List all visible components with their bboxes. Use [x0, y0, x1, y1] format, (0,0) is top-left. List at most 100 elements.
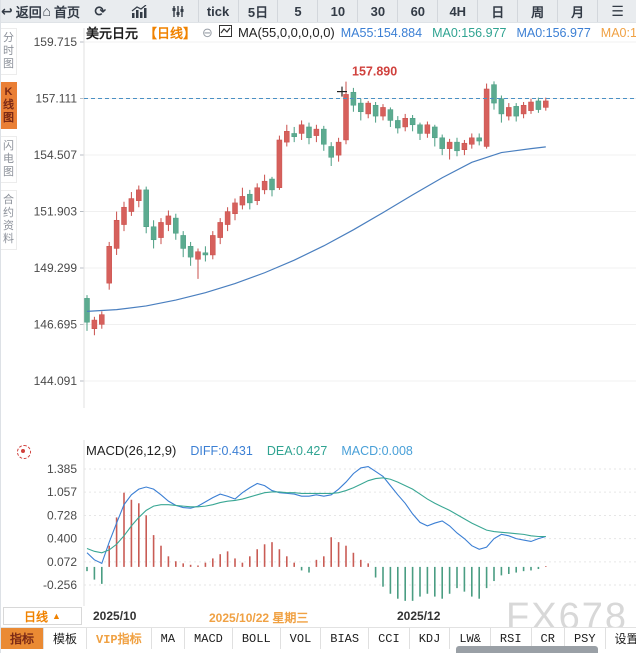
- svg-text:-0.256: -0.256: [43, 578, 77, 592]
- refresh-icon: ⟳: [94, 3, 107, 19]
- interval-60-label: 60: [410, 3, 426, 19]
- back-icon: ↩: [1, 3, 13, 19]
- interval-30-label: 30: [370, 3, 386, 19]
- svg-text:0.400: 0.400: [47, 532, 77, 546]
- tab-模板[interactable]: 模板: [44, 628, 88, 649]
- time-axis: 日线 ▲ 2025/10 2025/10/22 星期三 2025/12: [1, 607, 636, 627]
- ma-settings-label: MA(55,0,0,0,0,0): [237, 25, 335, 40]
- ma-value-1: MA0:156.977: [432, 25, 507, 40]
- interval-day[interactable]: 日: [477, 0, 517, 22]
- interval-month-label: 月: [571, 4, 585, 20]
- period-selector[interactable]: 日线 ▲: [3, 607, 82, 625]
- interval-5[interactable]: 5: [277, 0, 317, 22]
- ma-values: MA55:154.884 MA0:156.977 MA0:156.977 MA0:15…: [341, 26, 636, 40]
- tab-RSI[interactable]: RSI: [491, 628, 532, 649]
- selected-date-label: 2025/10/22 星期三: [209, 611, 309, 625]
- collapse-panel-handle[interactable]: [456, 646, 598, 653]
- interval-month[interactable]: 月: [557, 0, 597, 22]
- svg-text:1.057: 1.057: [47, 485, 77, 499]
- home-icon: ⌂: [42, 3, 51, 19]
- indicator-toolbar: 指标 模板 VIP指标 MA MACD BOLL VOL BIAS CCI KDJ LW& RSI CR…: [1, 627, 636, 649]
- ma55-line: [86, 146, 546, 312]
- svg-text:0.072: 0.072: [47, 555, 77, 569]
- interval-30[interactable]: 30: [357, 0, 397, 22]
- tab-KDJ[interactable]: KDJ: [410, 628, 451, 649]
- zoom-out-icon[interactable]: ⊖: [202, 24, 213, 40]
- ma-value-2: MA0:156.977: [516, 25, 591, 40]
- tab-MACD[interactable]: MACD: [185, 628, 233, 649]
- sidebar-item-闪电图[interactable]: 闪电图: [1, 136, 17, 183]
- svg-text:146.695: 146.695: [34, 318, 78, 332]
- ma-value-0: MA55:154.884: [340, 25, 423, 40]
- chart-header: 美元日元 【日线】 ⊖ MA(55,0,0,0,0,0) MA55:154.884…: [86, 24, 636, 42]
- interval-4h-label: 4H: [449, 3, 467, 19]
- interval-day-label: 日: [491, 4, 505, 20]
- interval-5-label: 5: [294, 3, 302, 19]
- period-tag: 【日线】: [144, 26, 197, 41]
- menu-icon: ☰: [611, 3, 624, 19]
- chevron-up-icon: ▲: [52, 611, 61, 621]
- macd-header: MACD(26,12,9) DIFF:0.431 DEA:0.427 MACD:…: [86, 443, 413, 458]
- svg-text:1.385: 1.385: [47, 462, 77, 476]
- svg-text:151.903: 151.903: [34, 205, 78, 219]
- macd-title: MACD(26,12,9): [86, 443, 177, 458]
- interval-tick-label: tick: [206, 3, 230, 19]
- interval-4h[interactable]: 4H: [437, 0, 477, 22]
- svg-text:159.715: 159.715: [34, 35, 78, 49]
- tab-BOLL[interactable]: BOLL: [233, 628, 281, 649]
- line-chart-icon[interactable]: [218, 25, 232, 40]
- interval-60[interactable]: 60: [397, 0, 437, 22]
- chart-type-button[interactable]: [120, 0, 159, 22]
- sidebar-item-合约资料[interactable]: 合约资料: [1, 190, 17, 250]
- chart-type-sidebar: 分时图 K线图闪电图合约资料: [1, 28, 18, 257]
- period-selector-label: 日线: [24, 609, 49, 624]
- macd-diff-value: DIFF:0.431: [190, 443, 253, 458]
- tab-VOL[interactable]: VOL: [281, 628, 322, 649]
- svg-text:154.507: 154.507: [34, 148, 78, 162]
- back-button-label: 返回: [15, 4, 42, 20]
- interval-week[interactable]: 周: [517, 0, 557, 22]
- macd-chart[interactable]: 1.385 1.057 0.728 0.400 0.072 -0.256: [1, 440, 636, 606]
- tab-MA[interactable]: MA: [152, 628, 186, 649]
- macd-histogram: [86, 492, 547, 601]
- svg-text:0.728: 0.728: [47, 508, 77, 522]
- svg-text:157.890: 157.890: [352, 65, 397, 79]
- sidebar-item-K线图[interactable]: K线图: [1, 82, 17, 129]
- interval-tick[interactable]: tick: [197, 0, 238, 22]
- tab-指标[interactable]: 指标: [1, 628, 45, 649]
- tab-CR[interactable]: CR: [532, 628, 565, 649]
- interval-5d[interactable]: 5日: [237, 0, 278, 22]
- candles-layer[interactable]: [84, 81, 549, 336]
- tab-VIP指标[interactable]: VIP指标: [87, 628, 152, 649]
- indicator-target-icon[interactable]: [17, 445, 31, 459]
- top-toolbar: ↩ 返回 ⌂ 首页 ⟳ tick 5日 5 10 30 60 4H 日 周 月 ☰: [1, 0, 636, 23]
- tab-LW&[interactable]: LW&: [450, 628, 491, 649]
- macd-macd-value: MACD:0.008: [341, 443, 413, 458]
- interval-10-label: 10: [330, 3, 346, 19]
- svg-text:149.299: 149.299: [34, 261, 78, 275]
- tab-PSY[interactable]: PSY: [565, 628, 606, 649]
- back-button[interactable]: ↩ 返回: [1, 0, 42, 22]
- high-annotation: 157.890: [337, 65, 397, 97]
- home-button[interactable]: ⌂ 首页: [42, 0, 81, 22]
- sidebar-item-分时图[interactable]: 分时图: [1, 28, 17, 75]
- candlestick-chart[interactable]: 159.715 157.111 154.507 151.903 149.299 146.6…: [1, 28, 636, 408]
- symbol-name: 美元日元: [86, 26, 139, 41]
- tab-CCI[interactable]: CCI: [369, 628, 410, 649]
- tab-设置[interactable]: 设置: [606, 628, 636, 649]
- ma-value-3: MA0:156.97: [600, 25, 636, 40]
- interval-10[interactable]: 10: [317, 0, 357, 22]
- indicator-settings-button[interactable]: [159, 0, 198, 22]
- menu-button[interactable]: ☰: [597, 0, 636, 22]
- diff-line: [86, 465, 546, 565]
- date-tick-label: 2025/10: [93, 609, 137, 623]
- svg-text:144.091: 144.091: [34, 374, 78, 388]
- svg-text:157.111: 157.111: [35, 92, 77, 106]
- home-button-label: 首页: [53, 4, 80, 20]
- macd-dea-value: DEA:0.427: [266, 443, 328, 458]
- interval-5d-label: 5日: [247, 4, 269, 20]
- tab-BIAS[interactable]: BIAS: [321, 628, 370, 649]
- interval-week-label: 周: [531, 4, 545, 20]
- refresh-button[interactable]: ⟳: [81, 0, 120, 22]
